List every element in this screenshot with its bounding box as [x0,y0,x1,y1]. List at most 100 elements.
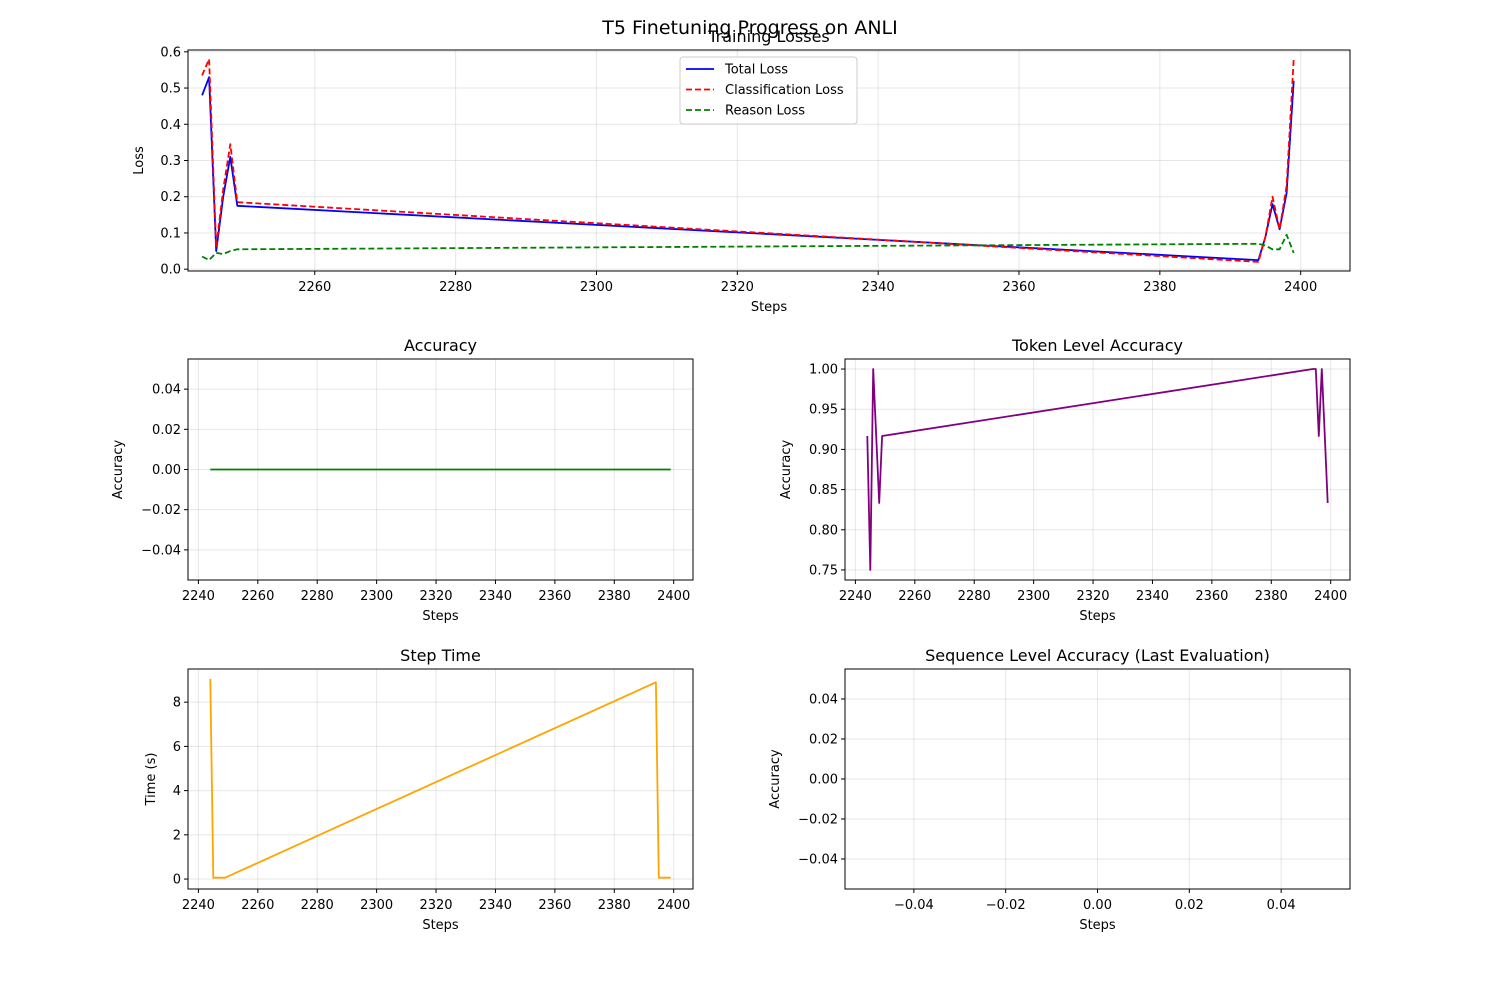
x-tick-label: 2360 [538,898,571,913]
y-tick-label: 0.95 [809,403,838,418]
x-tick-label: 2240 [839,589,872,604]
x-tick-label: 0.04 [1267,898,1296,913]
x-tick-label: 2380 [1255,589,1288,604]
y-tick-label: 0.5 [160,82,181,97]
x-tick-label: 2280 [439,280,472,295]
panel-sequence-accuracy: −0.04 −0.02 0.00 0.02 0.04 −0.04 −0.02 0.00 0.02… [768,646,1351,933]
x-tick-label: 2280 [301,898,334,913]
plot-title: Token Level Accuracy [1011,336,1183,355]
y-tick-label: 4 [173,784,181,799]
y-tick-label: 0 [173,873,181,888]
y-tick-label: 0.85 [809,483,838,498]
y-tick-label: 0.02 [809,733,838,748]
y-tick-label: −0.04 [798,853,838,868]
y-axis-label: Time (s) [144,753,159,807]
x-tick-label: 2320 [721,280,754,295]
y-tick-label: 0.2 [160,190,181,205]
x-tick-label: 0.02 [1175,898,1204,913]
y-tick-label: −0.02 [141,503,181,518]
x-tick-label: 2380 [1143,280,1176,295]
x-tick-label: 2300 [1017,589,1050,604]
y-tick-label: 0.02 [152,423,181,438]
y-tick-label: 0.75 [809,563,838,578]
x-axis-label: Steps [422,609,459,624]
series-line-token-accuracy [866,368,1329,571]
x-axis-label: Steps [1079,609,1116,624]
plot-title: Accuracy [404,336,477,355]
panel-losses: 2260 2280 2300 2320 2340 2360 2380 2400 0.0 0.1 0.… [132,27,1351,315]
x-tick-label: 2320 [1076,589,1109,604]
y-axis-label: Accuracy [779,440,794,500]
x-tick-label: 2380 [598,589,631,604]
x-tick-label: 2340 [1136,589,1169,604]
y-tick-label: 0.80 [809,523,838,538]
x-tick-label: 2380 [598,898,631,913]
x-tick-label: 2320 [419,589,452,604]
panel-token-accuracy: 2240 2260 2280 2300 2320 2340 2360 2380 2400 0.75… [779,336,1351,624]
axes-frame [844,358,1351,581]
y-tick-label: 0.00 [809,773,838,788]
x-tick-label: 2300 [580,280,613,295]
x-axis-label: Steps [1079,918,1116,933]
x-axis-label: Steps [751,300,788,315]
x-tick-label: −0.04 [894,898,934,913]
y-tick-label: 0.00 [152,463,181,478]
x-tick-label: 2360 [1002,280,1035,295]
y-tick-label: 0.04 [809,693,838,708]
x-axis-label: Steps [422,918,459,933]
x-tick-label: 2300 [360,589,393,604]
legend-label: Total Loss [724,63,788,78]
legend-box [679,56,858,125]
x-tick-label: 2260 [298,280,331,295]
x-tick-label: 2400 [657,589,690,604]
x-tick-label: 2300 [360,898,393,913]
panel-accuracy: 2240 2260 2280 2300 2320 2340 2360 2380 2400 −0.0… [111,336,694,624]
y-tick-label: 0.1 [160,226,181,241]
x-tick-label: 2400 [657,898,690,913]
y-tick-label: −0.02 [798,813,838,828]
plot-title: Sequence Level Accuracy (Last Evaluation… [925,646,1270,665]
y-tick-label: 6 [173,740,181,755]
plot-title: Training Losses [707,27,830,46]
x-tick-label: 2340 [479,589,512,604]
x-tick-label: 2240 [182,898,215,913]
series-line-classification-loss [201,58,1295,263]
panel-step-time: 2240 2260 2280 2300 2320 2340 2360 2380 2400 0 2 4 6… [144,646,694,933]
x-tick-label: 0.00 [1083,898,1112,913]
x-tick-label: 2400 [1284,280,1317,295]
y-tick-label: 0.90 [809,443,838,458]
y-axis-label: Accuracy [111,440,126,500]
figure-title: T5 Finetuning Progress on ANLI [601,17,897,39]
y-tick-label: 0.6 [160,45,181,60]
y-tick-label: 0.04 [152,383,181,398]
x-tick-label: 2400 [1314,589,1347,604]
x-tick-label: 2340 [862,280,895,295]
legend-label: Reason Loss [725,104,805,119]
x-tick-label: 2320 [419,898,452,913]
x-tick-label: 2260 [241,898,274,913]
x-tick-label: 2280 [958,589,991,604]
legend-label: Classification Loss [725,83,844,98]
y-axis-label: Accuracy [768,749,783,809]
x-tick-label: 2260 [241,589,274,604]
y-tick-label: 0.4 [160,118,181,133]
x-tick-label: 2240 [182,589,215,604]
y-tick-label: −0.04 [141,543,181,558]
y-tick-label: 0.0 [160,263,181,278]
x-tick-label: 2340 [479,898,512,913]
series-line-step-time [209,678,671,879]
y-tick-label: 1.00 [809,363,838,378]
y-tick-label: 0.3 [160,154,181,169]
series-line-reason-loss [201,233,1295,262]
y-tick-label: 2 [173,828,181,843]
x-tick-label: 2260 [898,589,931,604]
x-tick-label: 2360 [1195,589,1228,604]
y-axis-label: Loss [132,146,147,175]
legend: Total Loss Classification Loss Reason Loss [679,56,858,125]
plot-title: Step Time [400,646,481,665]
x-tick-label: 2360 [538,589,571,604]
y-tick-label: 8 [173,696,181,711]
x-tick-label: 2280 [301,589,334,604]
x-tick-label: −0.02 [986,898,1026,913]
